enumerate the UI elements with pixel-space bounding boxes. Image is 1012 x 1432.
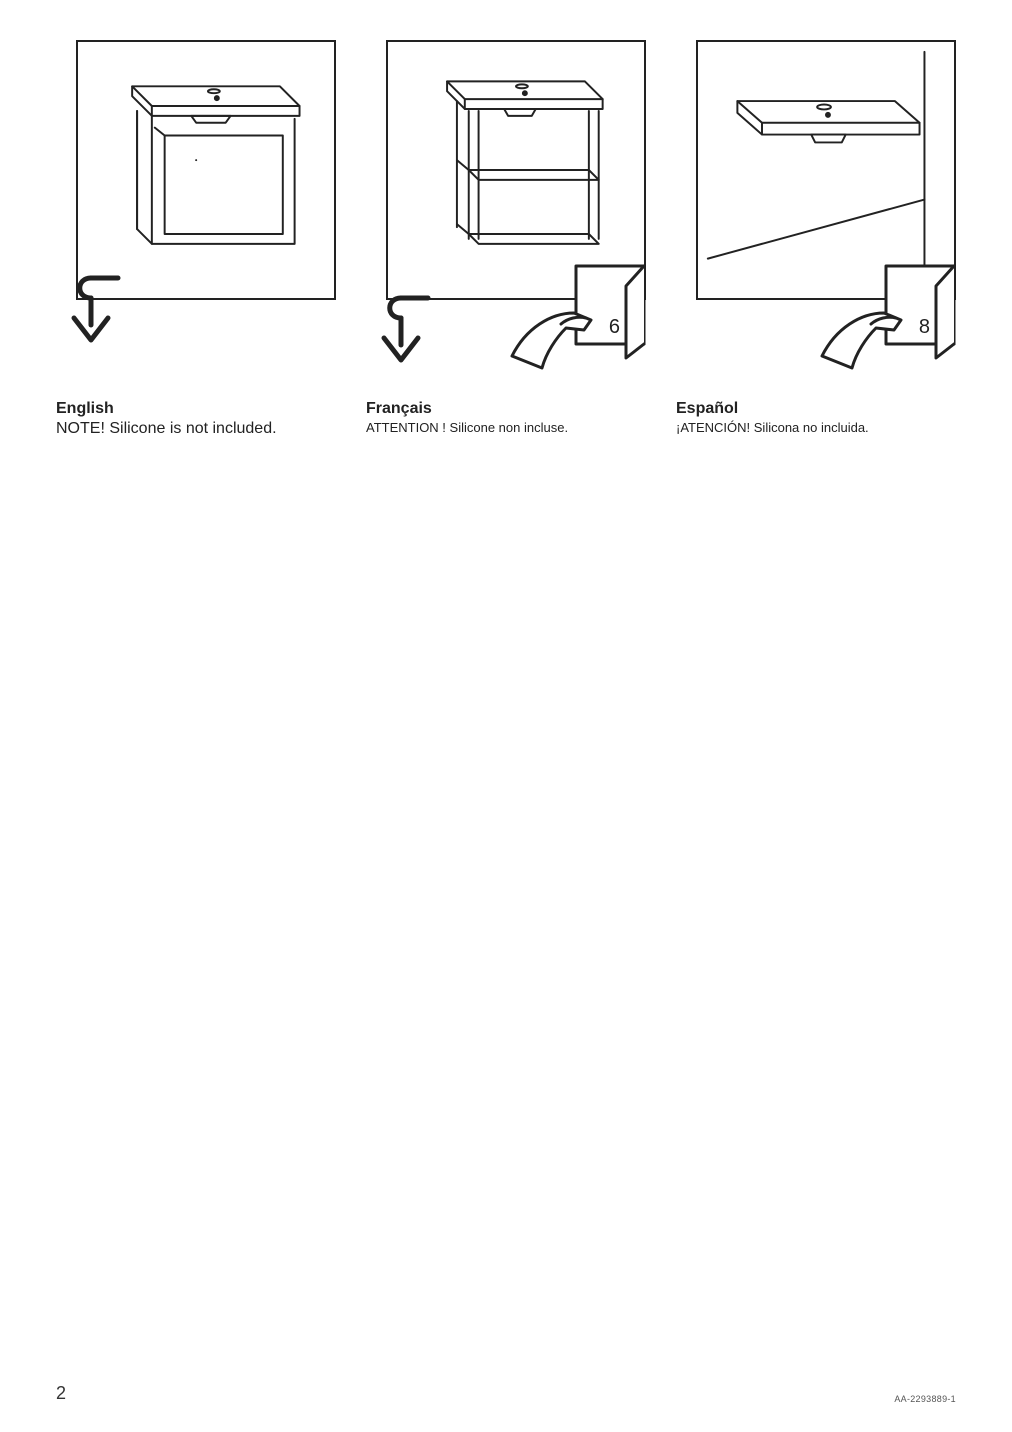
lang-col-francais: Français ATTENTION ! Silicone non inclus… (366, 400, 646, 438)
booklet-page-ref: 8 (919, 316, 930, 339)
lang-note: ¡ATENCIÓN! Silicona no incluida. (676, 420, 956, 435)
hand-booklet-icon: 8 (816, 258, 966, 378)
panel-1-wrap (56, 40, 336, 370)
booklet-page-ref: 6 (609, 316, 620, 339)
sink-cabinet-closed-icon (78, 42, 334, 298)
panel-row: 6 (56, 40, 956, 370)
footer: 2 AA-2293889-1 (56, 1383, 956, 1404)
panel-1 (76, 40, 336, 300)
panel-3-wrap: 8 (676, 40, 956, 370)
lang-heading: Français (366, 400, 646, 418)
lang-note: ATTENTION ! Silicone non incluse. (366, 420, 646, 435)
lang-note: NOTE! Silicone is not included. (56, 420, 336, 438)
lang-col-english: English NOTE! Silicone is not included. (56, 400, 336, 438)
lang-heading: English (56, 400, 336, 418)
lang-heading: Español (676, 400, 956, 418)
down-arrow-icon (366, 290, 436, 380)
hand-booklet-icon: 6 (506, 258, 656, 378)
panel-2-wrap: 6 (366, 40, 646, 370)
page-number: 2 (56, 1383, 66, 1404)
page: 6 (0, 0, 1012, 1432)
language-notes-row: English NOTE! Silicone is not included. … (56, 400, 956, 438)
document-id: AA-2293889-1 (894, 1394, 956, 1404)
lang-col-espanol: Español ¡ATENCIÓN! Silicona no incluida. (676, 400, 956, 438)
down-arrow-icon (56, 270, 126, 360)
